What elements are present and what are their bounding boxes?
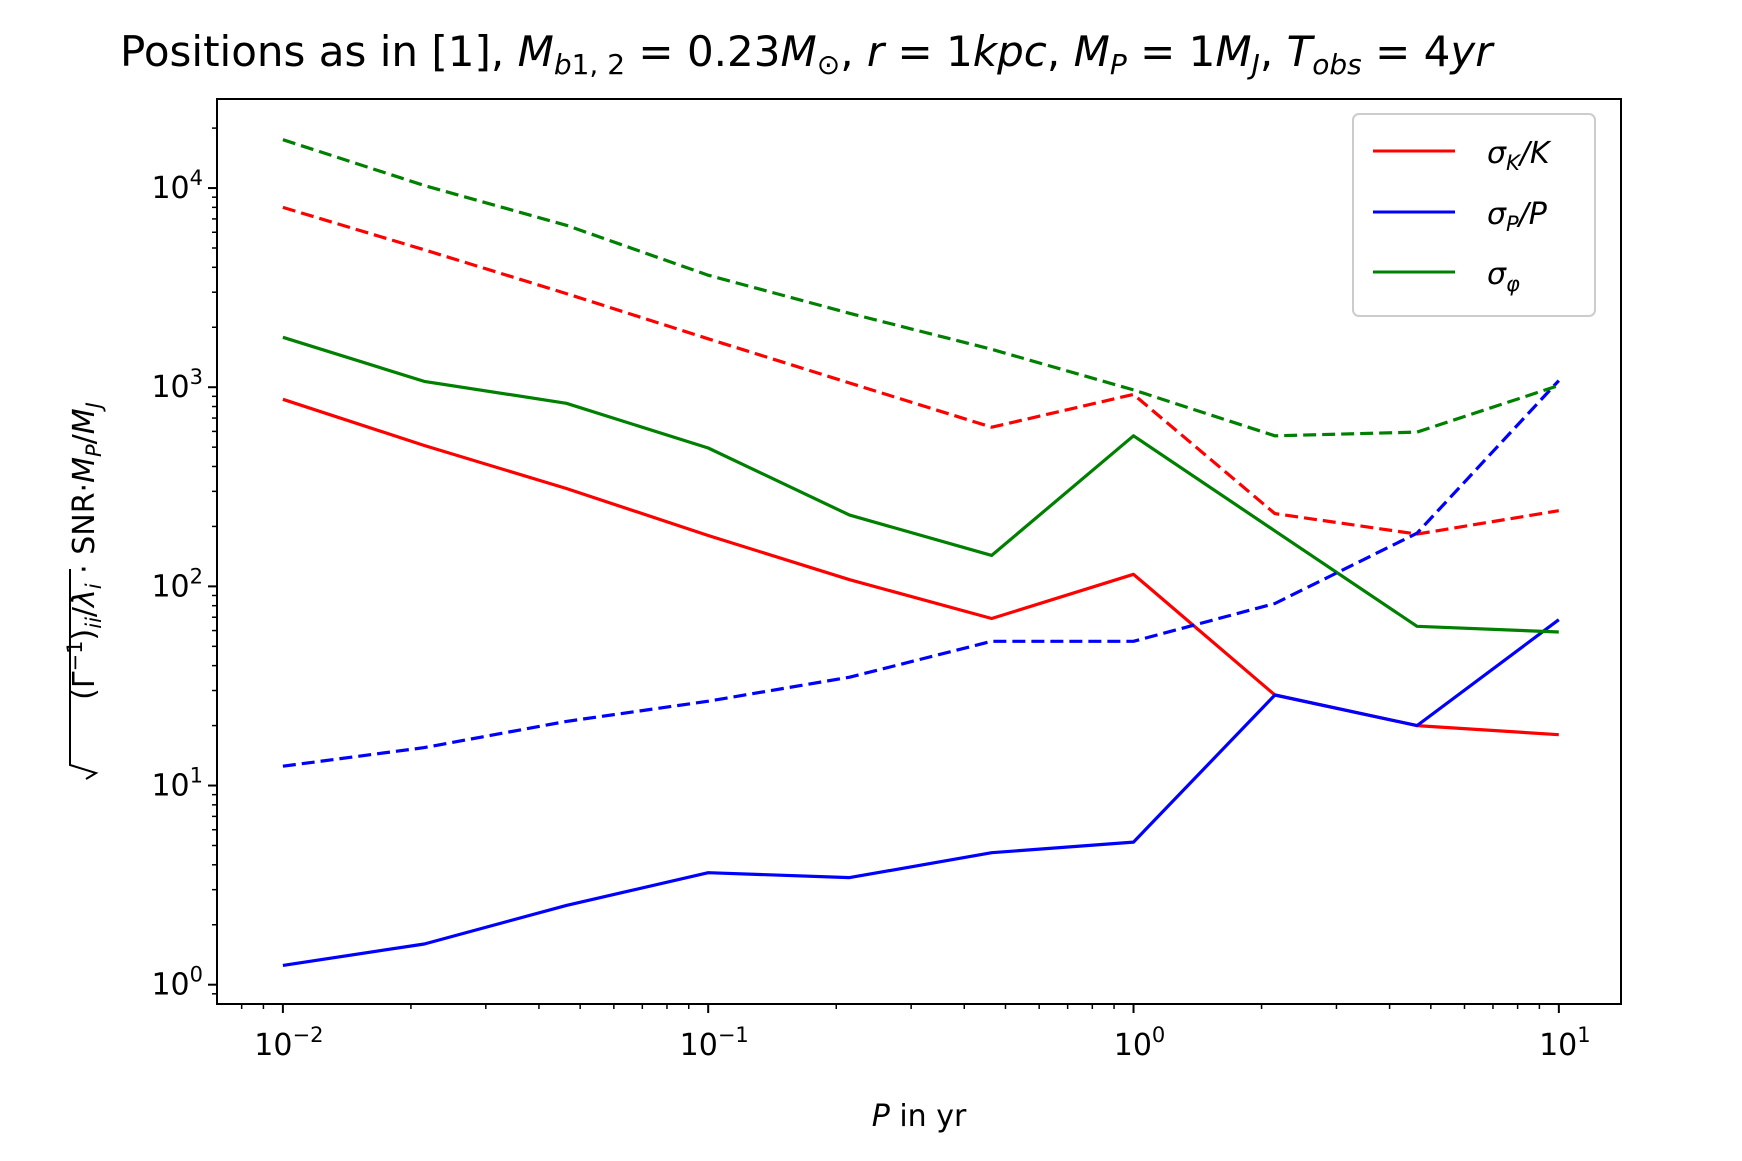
y-axis-label: (Γ−1)ii/λi · SNR·MP/MJ: [63, 402, 106, 780]
series-line-3-dashed: [282, 205, 1560, 536]
y-tick-label: 100: [151, 963, 203, 1003]
legend-label-sigma-phi: σφ: [1487, 257, 1520, 296]
legend-label-sigma-p: σP/P: [1487, 197, 1548, 236]
x-tick-label: 100: [1114, 1023, 1166, 1063]
legend: σK/K σP/P σφ: [1352, 113, 1596, 317]
major-ticks: 10−2 10−1 100 101 100 101 102 103 104: [151, 166, 1590, 1063]
x-axis-label: P in yr: [872, 1099, 967, 1134]
series-line-4-dashed: [282, 379, 1560, 768]
series-layer: [282, 138, 1560, 967]
legend-label-sigma-k: σK/K: [1487, 136, 1552, 175]
x-tick-label: 101: [1539, 1023, 1591, 1063]
minor-ticks: [212, 127, 1541, 1009]
series-line-5-dashed: [282, 138, 1560, 438]
series-line-1-solid: [282, 618, 1560, 967]
y-tick-label: 103: [151, 365, 203, 405]
series-line-2-solid: [282, 335, 1559, 634]
y-tick-label: 102: [151, 564, 203, 604]
legend-box: [1352, 113, 1596, 317]
plot-area-frame: [216, 98, 1622, 1005]
y-tick-label: 101: [151, 764, 203, 804]
x-tick-label: 10−1: [680, 1023, 749, 1063]
svg-text:(Γ−1)ii/λi · SNR·MP/MJ: (Γ−1)ii/λi · SNR·MP/MJ: [63, 402, 106, 700]
chart-title: Positions as in [1], Mb1, 2 = 0.23M⊙, r …: [120, 27, 1495, 81]
x-tick-label: 10−2: [254, 1023, 323, 1063]
y-tick-label: 104: [151, 166, 203, 206]
